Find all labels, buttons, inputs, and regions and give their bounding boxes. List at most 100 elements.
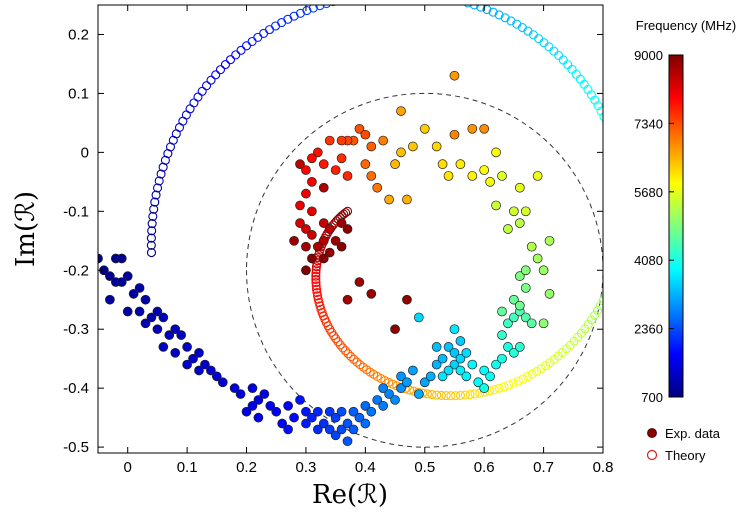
exp-data-point xyxy=(360,159,371,170)
theory-point xyxy=(610,136,618,144)
theory-point xyxy=(612,141,620,149)
exp-data-point xyxy=(354,123,365,134)
exp-data-point xyxy=(509,312,519,323)
exp-data-point xyxy=(176,330,187,340)
exp-data-point xyxy=(372,395,383,405)
theory-point xyxy=(444,0,452,2)
exp-data-point xyxy=(211,371,222,382)
theory-point xyxy=(225,55,236,65)
exp-data-point xyxy=(497,353,507,364)
exp-data-point xyxy=(491,200,501,211)
exp-data-point xyxy=(514,342,525,352)
theory-point xyxy=(463,5,473,8)
theory-point xyxy=(185,104,195,114)
theory-point xyxy=(253,32,263,42)
exp-data-point xyxy=(467,171,478,181)
exp-data-point xyxy=(253,395,264,405)
theory-point xyxy=(158,162,168,172)
exp-data-point xyxy=(485,371,495,382)
exp-data-point xyxy=(318,159,329,170)
y-axis: 0.2 0.1 0 -0.1 -0.2 -0.3 -0.4 -0.5 xyxy=(63,26,603,456)
exp-data-point xyxy=(170,324,181,335)
exp-data-point xyxy=(146,312,157,323)
theory-point xyxy=(343,349,353,359)
theory-point xyxy=(311,268,321,278)
exp-data-point xyxy=(443,365,454,376)
y-tick-label: -0.3 xyxy=(63,321,89,338)
exp-data-point xyxy=(342,224,353,234)
exp-data-point xyxy=(158,312,169,323)
theory-point xyxy=(595,301,603,311)
exp-data-point xyxy=(122,271,133,282)
theory-point xyxy=(451,0,459,3)
theory-point xyxy=(608,130,616,138)
theory-point xyxy=(598,296,603,306)
legend-marker-theory xyxy=(646,449,658,461)
exp-data-point xyxy=(372,182,383,193)
legend-marker-exp xyxy=(647,428,657,438)
legend-label-theory: Theory xyxy=(665,448,706,463)
theory-point xyxy=(270,21,281,31)
exp-data-point xyxy=(336,406,347,417)
theory-point xyxy=(451,391,461,401)
theory-point xyxy=(622,201,630,209)
theory-point xyxy=(341,208,351,218)
exp-data-point xyxy=(301,188,311,199)
theory-point xyxy=(311,284,322,294)
theory-point xyxy=(311,278,321,288)
x-tick-label: 0.1 xyxy=(177,459,198,476)
x-tick-label: 0.6 xyxy=(474,459,495,476)
y-axis-label: Im(ℛ) xyxy=(11,191,41,267)
exp-data-point xyxy=(437,353,448,364)
theory-point xyxy=(314,297,324,308)
exp-data-point xyxy=(348,406,359,417)
theory-point xyxy=(346,352,356,362)
theory-point xyxy=(620,177,628,185)
exp-data-point xyxy=(526,318,537,329)
colorbar-ticks: 9000 7340 5680 4080 2360 700 xyxy=(634,48,674,405)
theory-point xyxy=(619,171,627,179)
exp-data-point xyxy=(455,159,466,170)
exp-data-point xyxy=(122,306,133,317)
exp-data-point xyxy=(532,171,543,181)
exp-data-point xyxy=(413,389,424,399)
exp-data-point xyxy=(158,342,169,352)
exp-data-point xyxy=(116,253,127,264)
exp-data-point xyxy=(134,306,145,317)
exp-data-point xyxy=(312,406,323,417)
exp-data-point xyxy=(485,176,495,187)
exp-data-point xyxy=(318,218,329,228)
y-tick-label: -0.4 xyxy=(63,380,89,397)
exp-data-point xyxy=(532,253,543,264)
theory-point xyxy=(621,225,629,233)
exp-data-point xyxy=(384,389,394,399)
theory-point xyxy=(349,354,359,364)
exp-data-point xyxy=(449,359,460,370)
y-tick-label: 0.1 xyxy=(68,85,89,102)
y-tick-label: 0 xyxy=(81,144,89,161)
experimental-points xyxy=(98,70,555,447)
theory-point xyxy=(333,337,343,347)
theory-point xyxy=(352,357,362,367)
theory-point xyxy=(149,204,159,214)
x-axis: 0 0.1 0.2 0.3 0.4 0.5 0.6 0.7 0.8 xyxy=(124,5,613,476)
reference-circle xyxy=(246,93,603,448)
exp-data-point xyxy=(402,377,412,388)
exp-data-point xyxy=(295,200,305,211)
legend-label-exp: Exp. data xyxy=(665,426,721,441)
exp-data-point xyxy=(259,389,270,399)
exp-data-point xyxy=(295,218,305,228)
exp-data-point xyxy=(455,365,466,376)
theory-point xyxy=(313,294,323,304)
theory-point xyxy=(432,390,442,400)
theory-point xyxy=(590,310,600,320)
exp-data-point xyxy=(164,330,175,340)
exp-data-point xyxy=(301,265,311,276)
y-tick-label: -0.1 xyxy=(63,203,89,220)
exp-data-point xyxy=(431,359,442,370)
theory-point xyxy=(604,287,612,295)
theory-point xyxy=(335,340,345,350)
exp-data-point xyxy=(455,353,466,364)
theory-point xyxy=(441,391,451,401)
